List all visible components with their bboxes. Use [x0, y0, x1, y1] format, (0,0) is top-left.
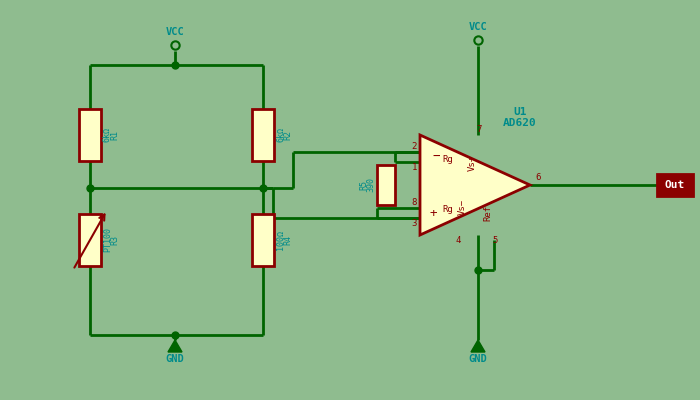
Text: Vs−: Vs− [458, 199, 466, 215]
Text: 390: 390 [366, 178, 375, 192]
Text: 8: 8 [412, 198, 417, 207]
Text: VCC: VCC [166, 27, 184, 37]
Text: 6kΩ: 6kΩ [276, 128, 285, 142]
Text: R2: R2 [283, 130, 292, 140]
Text: R1: R1 [110, 130, 119, 140]
Text: 5: 5 [492, 236, 498, 245]
Text: R3: R3 [110, 235, 119, 245]
Text: 1: 1 [412, 163, 417, 172]
Text: Ref: Ref [484, 205, 493, 221]
Text: PT100: PT100 [103, 228, 112, 252]
Text: 6: 6 [535, 173, 540, 182]
FancyBboxPatch shape [657, 174, 693, 196]
Text: 4: 4 [455, 236, 461, 245]
Text: VCC: VCC [468, 22, 487, 32]
Text: Vs+: Vs+ [468, 155, 477, 171]
Bar [252, 214, 274, 266]
Bar [79, 109, 101, 161]
Text: AD620: AD620 [503, 118, 537, 128]
Text: U1: U1 [513, 107, 526, 117]
Text: Out: Out [665, 180, 685, 190]
Text: +: + [430, 208, 438, 220]
Text: R4: R4 [283, 235, 292, 245]
Text: Rg: Rg [442, 156, 453, 164]
Text: 3: 3 [412, 219, 417, 228]
Text: −: − [432, 150, 440, 162]
Text: 100Ω: 100Ω [276, 230, 285, 250]
Text: R5: R5 [359, 180, 368, 190]
Text: GND: GND [166, 354, 184, 364]
Text: 2: 2 [412, 142, 417, 151]
Bar [377, 165, 395, 205]
Text: 6kΩ: 6kΩ [103, 128, 112, 142]
Polygon shape [471, 340, 485, 352]
Bar [79, 214, 101, 266]
Text: GND: GND [468, 354, 487, 364]
Text: Rg: Rg [442, 206, 453, 214]
Text: 7: 7 [476, 125, 482, 134]
Polygon shape [420, 135, 530, 235]
Bar [252, 109, 274, 161]
Polygon shape [168, 340, 182, 352]
